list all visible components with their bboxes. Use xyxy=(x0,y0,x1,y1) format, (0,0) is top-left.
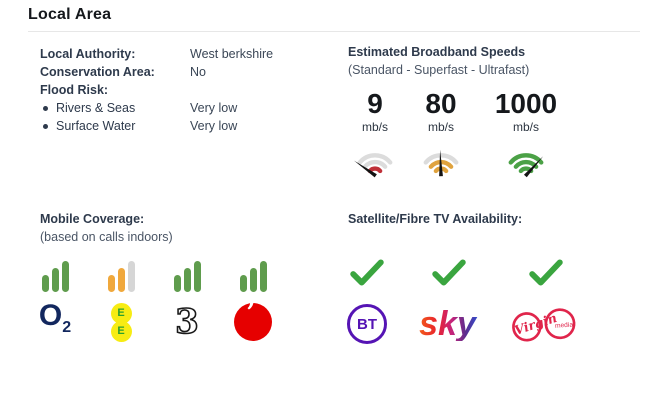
bullet-icon xyxy=(43,105,48,111)
provider-vodafone: ’ xyxy=(224,260,282,345)
bullet-icon xyxy=(43,123,48,129)
tv-provider-bt: BT xyxy=(334,258,400,350)
fact-value: No xyxy=(190,65,206,79)
fact-value: Very low xyxy=(190,119,238,133)
svg-text:media: media xyxy=(555,322,574,330)
broadband-section: Estimated Broadband Speeds (Standard - S… xyxy=(348,45,638,185)
check-icon xyxy=(432,259,466,286)
fact-label: Conservation Area: xyxy=(40,65,155,79)
speed-gauge-slow-icon xyxy=(354,153,393,178)
sky-logo: sky xyxy=(419,298,479,350)
broadband-subtitle: (Standard - Superfast - Ultrafast) xyxy=(348,63,530,77)
fact-label: Local Authority: xyxy=(40,47,136,61)
speed-gauge-medium-icon xyxy=(423,149,459,177)
o2-logo: O2 xyxy=(38,299,72,337)
provider-three: 3 xyxy=(158,260,216,345)
vodafone-logo: ’ xyxy=(234,295,272,345)
fact-row-rivers-seas: Rivers & Seas Very low xyxy=(40,99,335,117)
mobile-coverage-title: Mobile Coverage: xyxy=(40,212,145,226)
broadband-title: Estimated Broadband Speeds xyxy=(348,45,526,59)
signal-bars-icon xyxy=(172,260,202,292)
tv-availability-section: Satellite/Fibre TV Availability: BT sky xyxy=(347,212,648,350)
property-facts: Local Authority: West berkshire Conserva… xyxy=(40,45,335,135)
fact-row-local-authority: Local Authority: West berkshire xyxy=(40,45,335,63)
tv-availability-title: Satellite/Fibre TV Availability: xyxy=(348,212,523,226)
signal-bars-icon xyxy=(40,260,70,292)
fact-row-conservation-area: Conservation Area: No xyxy=(40,63,335,81)
speed-superfast: 80 mb/s xyxy=(408,90,474,185)
signal-bars-icon xyxy=(106,260,136,292)
provider-ee: E E xyxy=(92,260,150,345)
tv-provider-sky: sky xyxy=(406,258,492,350)
speed-value: 80 xyxy=(425,88,457,119)
speed-unit: mb/s xyxy=(512,120,539,134)
header-divider xyxy=(28,31,640,32)
speed-ultrafast: 1000 mb/s xyxy=(480,90,572,185)
bt-logo: BT xyxy=(347,298,387,350)
speed-gauge-fast-icon xyxy=(508,153,544,178)
speed-standard: 9 mb/s xyxy=(348,90,402,185)
broadband-speeds: 9 mb/s 80 mb/s 1 xyxy=(348,90,638,185)
signal-bars-icon xyxy=(238,260,268,292)
mobile-coverage-subtitle: (based on calls indoors) xyxy=(40,230,173,244)
three-logo: 3 xyxy=(174,302,199,342)
fact-label: Flood Risk: xyxy=(40,83,109,97)
check-icon xyxy=(350,259,384,286)
tv-providers: BT sky xyxy=(334,258,648,350)
speed-unit: mb/s xyxy=(361,120,388,134)
fact-row-flood-risk: Flood Risk: xyxy=(40,81,335,99)
fact-row-surface-water: Surface Water Very low xyxy=(40,117,335,135)
fact-value: West berkshire xyxy=(190,47,274,61)
fact-value: Very low xyxy=(190,101,238,115)
tv-provider-virgin-media: Virgin media xyxy=(498,258,594,350)
mobile-providers: O2 E E 3 xyxy=(26,260,330,345)
check-icon xyxy=(529,259,563,286)
speed-unit: mb/s xyxy=(427,120,454,134)
provider-o2: O2 xyxy=(26,260,84,345)
mobile-coverage-section: Mobile Coverage: (based on calls indoors… xyxy=(39,212,330,345)
fact-label: Rivers & Seas xyxy=(40,101,190,115)
virgin-media-logo: Virgin media xyxy=(503,298,589,350)
page-title: Local Area xyxy=(28,6,112,23)
fact-label: Surface Water xyxy=(40,119,190,133)
speed-value: 1000 xyxy=(494,88,558,119)
ee-logo: E E xyxy=(110,299,132,345)
speed-value: 9 xyxy=(367,88,383,119)
